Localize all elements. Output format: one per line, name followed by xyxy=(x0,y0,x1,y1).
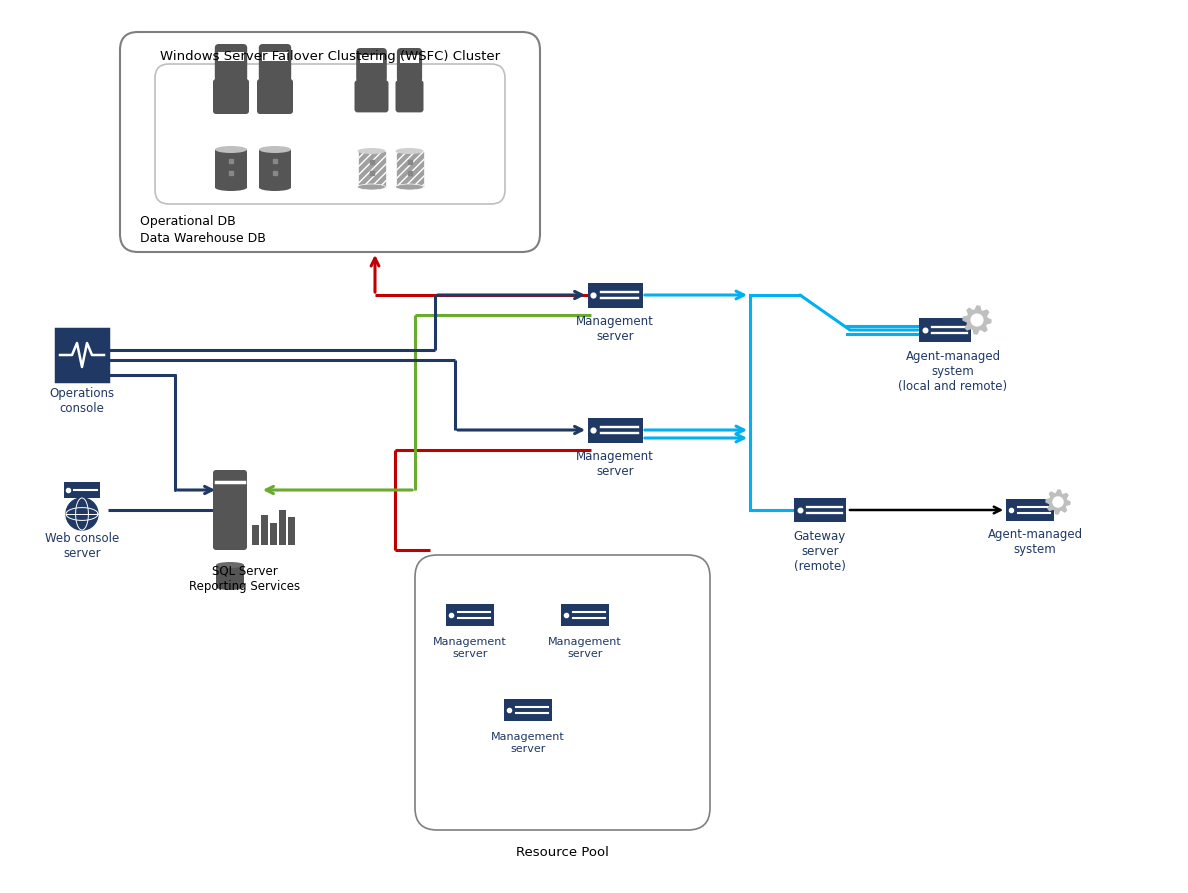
FancyBboxPatch shape xyxy=(396,151,423,187)
FancyBboxPatch shape xyxy=(399,54,419,63)
Text: Management
server: Management server xyxy=(434,637,507,659)
Ellipse shape xyxy=(358,184,385,190)
FancyBboxPatch shape xyxy=(354,80,388,113)
Text: SQL Server
Reporting Services: SQL Server Reporting Services xyxy=(189,565,301,593)
Text: Operations
console: Operations console xyxy=(50,387,114,415)
Text: Agent-managed
system: Agent-managed system xyxy=(987,528,1082,556)
FancyBboxPatch shape xyxy=(64,482,100,498)
FancyBboxPatch shape xyxy=(259,44,291,81)
FancyBboxPatch shape xyxy=(154,64,505,204)
FancyBboxPatch shape xyxy=(261,515,268,545)
FancyBboxPatch shape xyxy=(279,510,286,545)
FancyBboxPatch shape xyxy=(257,79,293,114)
Text: Management
server: Management server xyxy=(548,637,621,659)
FancyBboxPatch shape xyxy=(263,52,287,61)
Text: Web console
server: Web console server xyxy=(45,532,119,560)
FancyBboxPatch shape xyxy=(213,79,249,114)
Ellipse shape xyxy=(215,184,247,191)
Text: Windows Server Failover Clustering (WSFC) Cluster: Windows Server Failover Clustering (WSFC… xyxy=(160,50,500,63)
Ellipse shape xyxy=(259,146,291,153)
Ellipse shape xyxy=(216,562,244,568)
FancyBboxPatch shape xyxy=(356,48,387,82)
FancyBboxPatch shape xyxy=(270,523,277,545)
FancyBboxPatch shape xyxy=(120,32,541,252)
Text: Resource Pool: Resource Pool xyxy=(516,846,609,859)
FancyBboxPatch shape xyxy=(446,604,494,626)
FancyBboxPatch shape xyxy=(1006,499,1054,521)
Text: Management
server: Management server xyxy=(491,732,564,754)
Circle shape xyxy=(1053,497,1063,507)
Ellipse shape xyxy=(358,148,385,154)
Ellipse shape xyxy=(259,184,291,191)
FancyBboxPatch shape xyxy=(216,565,244,587)
Polygon shape xyxy=(963,306,991,334)
FancyBboxPatch shape xyxy=(504,699,552,721)
FancyBboxPatch shape xyxy=(219,52,244,61)
FancyBboxPatch shape xyxy=(287,517,295,545)
Text: Management
server: Management server xyxy=(576,450,653,478)
FancyBboxPatch shape xyxy=(396,80,423,113)
Polygon shape xyxy=(1045,490,1070,514)
Ellipse shape xyxy=(215,146,247,153)
Ellipse shape xyxy=(396,184,423,190)
FancyBboxPatch shape xyxy=(213,470,247,550)
FancyBboxPatch shape xyxy=(360,54,384,63)
FancyBboxPatch shape xyxy=(588,282,643,307)
FancyBboxPatch shape xyxy=(561,604,609,626)
Circle shape xyxy=(67,498,97,530)
FancyBboxPatch shape xyxy=(56,329,108,381)
FancyBboxPatch shape xyxy=(920,318,971,342)
FancyBboxPatch shape xyxy=(415,555,710,830)
FancyBboxPatch shape xyxy=(358,151,385,187)
FancyBboxPatch shape xyxy=(252,525,259,545)
Text: Gateway
server
(remote): Gateway server (remote) xyxy=(794,530,846,573)
Ellipse shape xyxy=(216,584,244,590)
FancyBboxPatch shape xyxy=(215,44,247,81)
Text: Operational DB: Operational DB xyxy=(140,215,235,229)
FancyBboxPatch shape xyxy=(215,149,247,188)
Text: Management
server: Management server xyxy=(576,315,653,343)
FancyBboxPatch shape xyxy=(259,149,291,188)
FancyBboxPatch shape xyxy=(794,498,846,522)
Circle shape xyxy=(971,314,982,326)
FancyBboxPatch shape xyxy=(397,48,422,82)
Ellipse shape xyxy=(396,148,423,154)
Text: Data Warehouse DB: Data Warehouse DB xyxy=(140,231,266,245)
FancyBboxPatch shape xyxy=(588,418,643,443)
Text: Agent-managed
system
(local and remote): Agent-managed system (local and remote) xyxy=(898,350,1007,393)
